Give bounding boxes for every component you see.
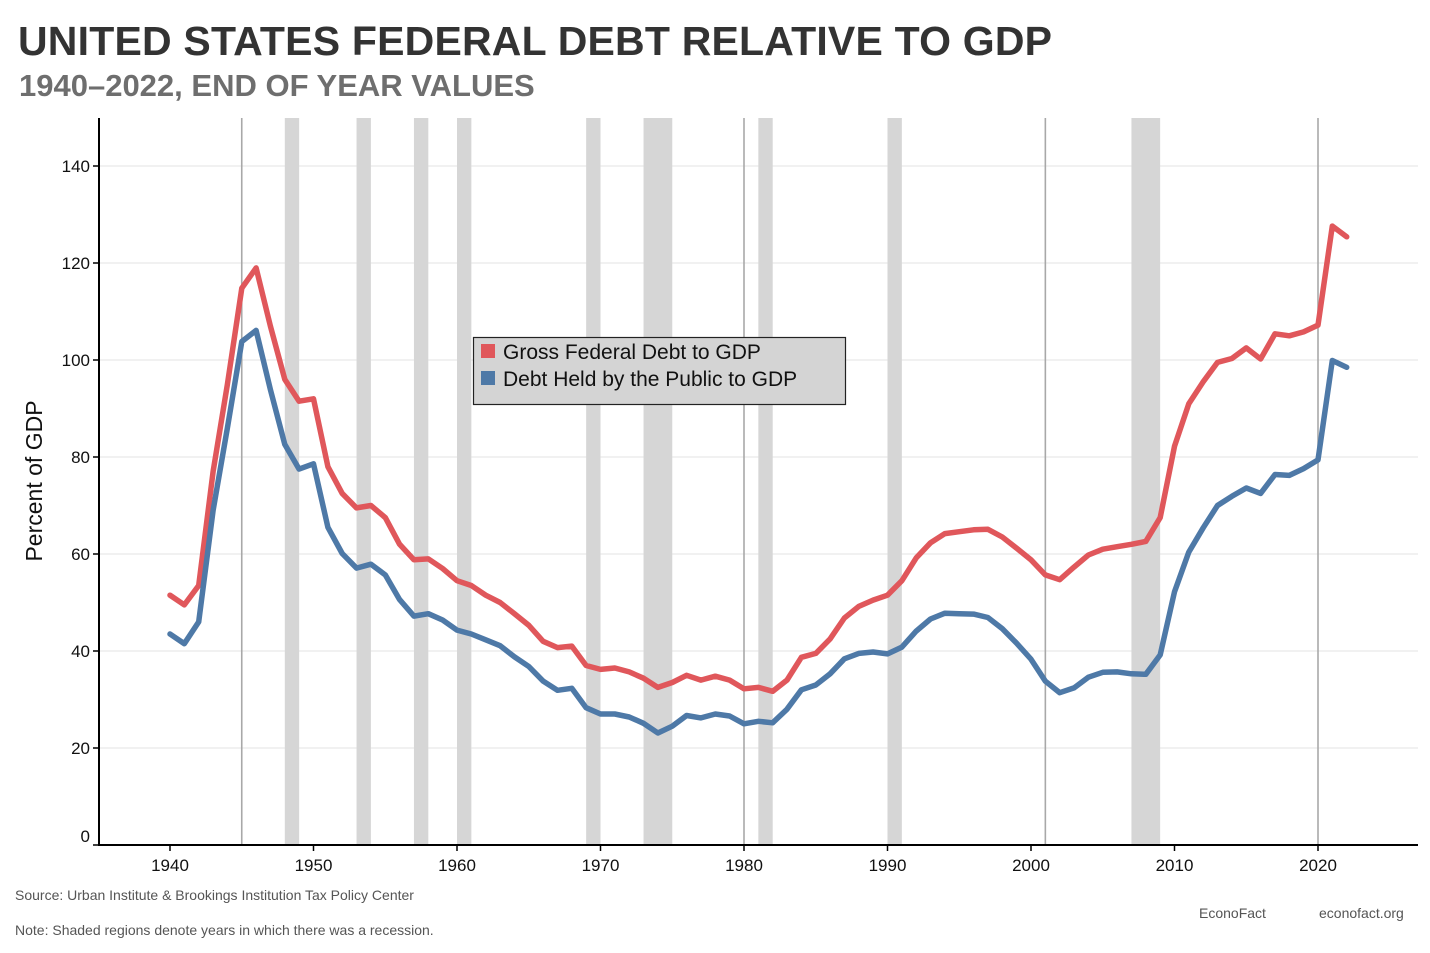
recession-band [1131, 118, 1161, 845]
recession-band [413, 118, 429, 845]
recession-band [758, 118, 773, 845]
source-note: Source: Urban Institute & Brookings Inst… [15, 887, 414, 903]
y-tick-label: 0 [81, 827, 90, 846]
y-tick-label: 60 [71, 545, 90, 564]
y-tick-label: 20 [71, 739, 90, 758]
recession-band [643, 118, 673, 845]
x-tick-label: 2000 [1012, 856, 1050, 875]
y-axis-label: Percent of GDP [21, 400, 47, 561]
x-tick-label: 1940 [151, 856, 189, 875]
public-debt-line [167, 327, 1350, 736]
recession-band [284, 118, 300, 845]
recession-band [586, 118, 601, 845]
x-tick-label: 1980 [725, 856, 763, 875]
x-tick-label: 1960 [438, 856, 476, 875]
recession-band [356, 118, 371, 845]
x-tick-label: 1970 [582, 856, 620, 875]
chart-title: UNITED STATES FEDERAL DEBT RELATIVE TO G… [18, 18, 1053, 64]
legend: Gross Federal Debt to GDP Debt Held by th… [472, 336, 847, 406]
recession-band [457, 118, 472, 845]
chart-subtitle: 1940–2022, END OF YEAR VALUES [19, 68, 535, 103]
gross-debt-line [167, 223, 1350, 695]
x-tick-label: 2010 [1156, 856, 1194, 875]
y-tick-label: 120 [62, 254, 90, 273]
y-tick-label: 40 [71, 642, 90, 661]
legend-box [472, 336, 847, 406]
y-tick-label: 80 [71, 448, 90, 467]
x-tick-label: 1990 [869, 856, 907, 875]
brand-label: EconoFact [1199, 905, 1266, 921]
recession-note: Note: Shaded regions denote years in whi… [15, 922, 434, 938]
y-tick-label: 100 [62, 351, 90, 370]
legend-label: Debt Held by the Public to GDP [503, 368, 797, 391]
legend-swatch [481, 344, 495, 358]
legend-label: Gross Federal Debt to GDP [503, 341, 761, 364]
site-url: econofact.org [1319, 905, 1404, 921]
x-tick-label: 1950 [295, 856, 333, 875]
recession-band [887, 118, 902, 845]
y-tick-label: 140 [62, 157, 90, 176]
x-tick-label: 2020 [1299, 856, 1337, 875]
legend-swatch [481, 371, 495, 385]
